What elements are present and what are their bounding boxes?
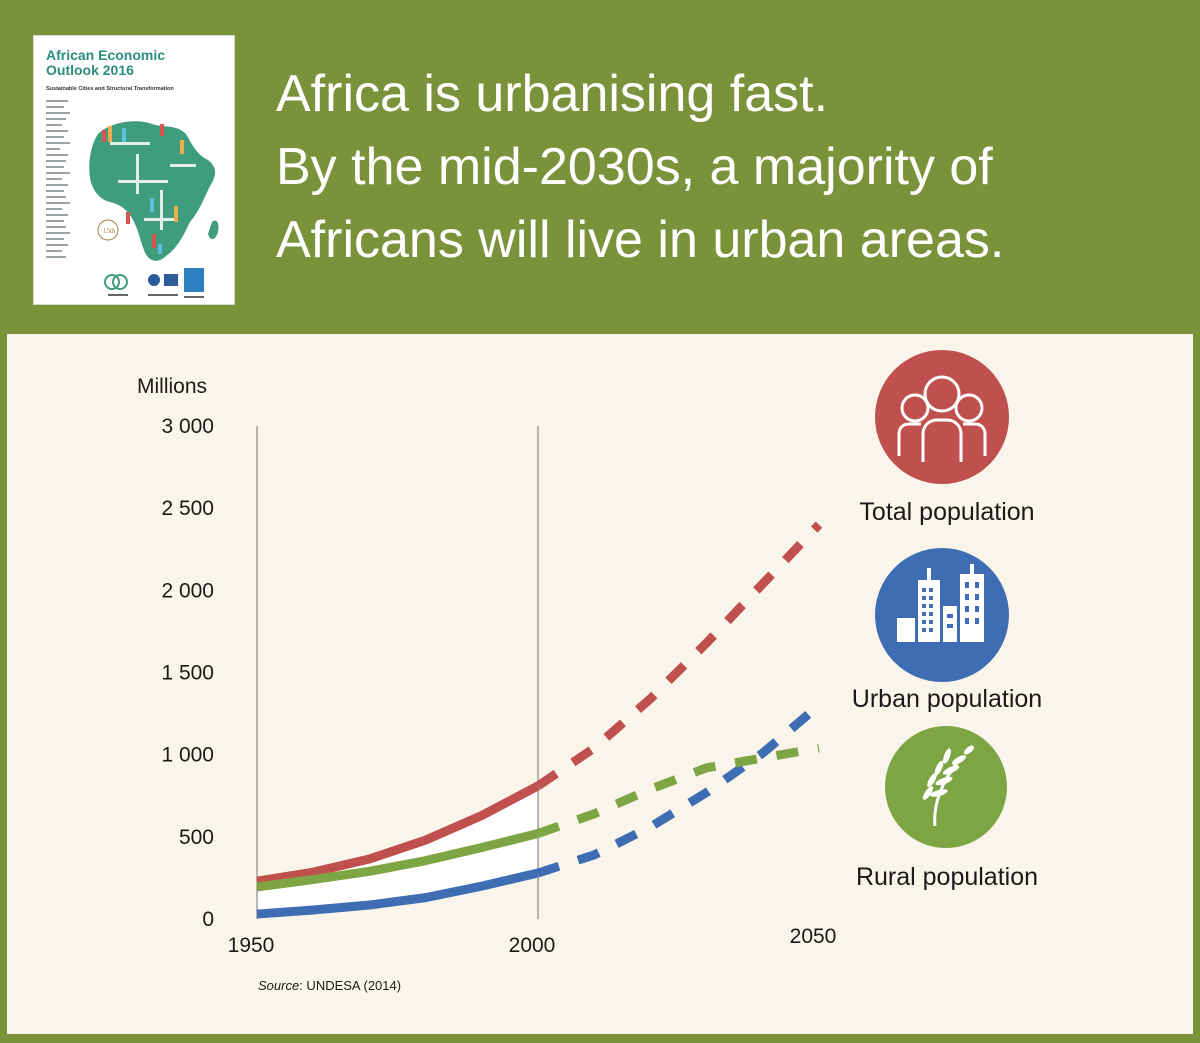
rural-population-line-historical [256, 829, 540, 892]
legend-total-label: Total population [859, 498, 1035, 526]
total-population-line-historical [256, 781, 541, 886]
report-cover-image: African Economic Outlook 2016 Sustainabl… [34, 36, 234, 304]
headline: Africa is urbanising fast. By the mid-20… [276, 58, 1176, 277]
city-buildings-icon [897, 564, 984, 642]
source-note: Source: UNDESA (2014) [258, 978, 401, 993]
cover-title-line1: African Economic [46, 47, 166, 63]
headline-line2: By the mid-2030s, a majority of [276, 138, 993, 196]
africa-map-illustration: 15th [46, 100, 219, 261]
source-text: : UNDESA (2014) [299, 978, 401, 993]
series-lines [256, 521, 823, 919]
y-axis-label: Millions [137, 375, 207, 398]
header-band: African Economic Outlook 2016 Sustainabl… [0, 0, 1200, 330]
y-tick-label: 3 000 [161, 415, 214, 438]
y-tick-label: 0 [202, 908, 214, 931]
legend-rural-label: Rural population [855, 863, 1039, 891]
svg-text:15th: 15th [103, 227, 116, 235]
cover-title-line2: Outlook 2016 [46, 62, 134, 78]
y-axis-ticks: 0 500 1 000 1 500 2 000 2 500 3 000 [161, 415, 214, 931]
y-tick-label: 1 500 [161, 662, 214, 685]
urban-population-icon [875, 548, 1009, 682]
y-tick-label: 2 000 [161, 579, 214, 602]
y-tick-label: 1 000 [161, 744, 214, 767]
y-tick-label: 2 500 [161, 497, 214, 520]
urban-population-line-historical [256, 868, 540, 919]
x-tick-label: 2050 [790, 925, 837, 948]
y-tick-label: 500 [179, 826, 214, 849]
wheat-icon [922, 745, 974, 827]
cover-subtitle: Sustainable Cities and Structural Transf… [46, 86, 174, 92]
x-tick-label: 1950 [228, 934, 275, 957]
headline-line1: Africa is urbanising fast. [276, 65, 829, 123]
people-group-icon [897, 375, 987, 462]
rural-population-line-projection [536, 743, 820, 838]
urban-population-line-projection [536, 701, 822, 878]
headline-line3: Africans will live in urban areas. [276, 211, 1005, 269]
chart-panel: 0 500 1 000 1 500 2 000 2 500 3 000 1950 2000 20… [7, 334, 1193, 1034]
population-line-chart: 0 500 1 000 1 500 2 000 2 500 3 000 1950 2000 20… [137, 375, 837, 993]
cover-title: African Economic Outlook 2016 [46, 48, 226, 78]
x-tick-label: 2000 [509, 934, 556, 957]
total-population-icon [875, 350, 1009, 484]
rural-population-icon [885, 726, 1007, 848]
x-axis-ticks: 1950 2000 2050 [228, 925, 837, 957]
total-population-line-projection [535, 521, 823, 790]
legend-urban-label: Urban population [851, 685, 1043, 713]
partner-logos [104, 268, 204, 298]
source-prefix: Source [258, 978, 299, 993]
